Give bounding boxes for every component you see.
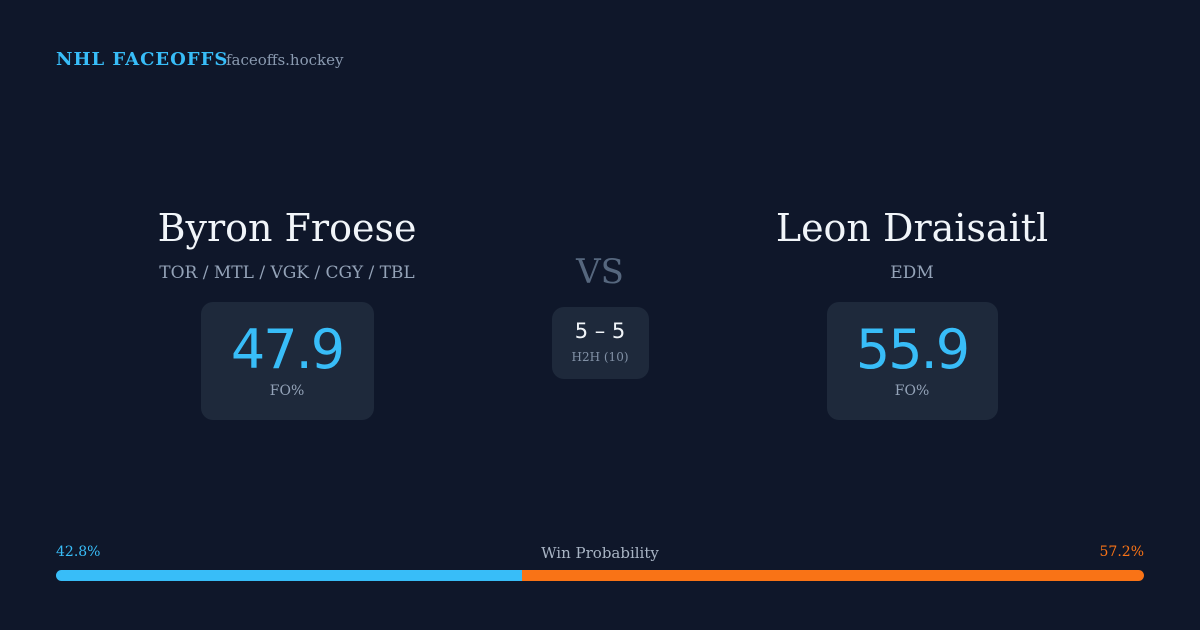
domain: faceoffs.hockey xyxy=(226,51,344,69)
brand: NHL FACEOFFS xyxy=(56,49,229,70)
stat-box xyxy=(827,302,998,420)
right-probability: 57.2% xyxy=(1099,544,1144,560)
left-bar xyxy=(56,570,522,581)
stat-box xyxy=(201,302,374,420)
player-name: Leon Draisaitl xyxy=(775,206,1049,250)
win-probability-title: Win Probability xyxy=(541,544,659,562)
h2h-score: 5 – 5 xyxy=(574,319,626,343)
fo-pct: 47.9 xyxy=(230,318,345,381)
player-name: Byron Froese xyxy=(157,206,417,250)
probability-bar xyxy=(56,570,1144,581)
right-bar xyxy=(521,570,1144,581)
left-probability: 42.8% xyxy=(56,544,101,560)
fo-pct: 55.9 xyxy=(855,318,970,381)
h2h-box xyxy=(552,307,649,379)
player-teams: TOR / MTL / VGK / CGY / TBL xyxy=(159,263,415,283)
player-teams: EDM xyxy=(890,263,934,283)
vs: VS xyxy=(576,252,624,292)
fo-label: FO% xyxy=(269,383,305,399)
fo-label: FO% xyxy=(894,383,930,399)
h2h-label: H2H (10) xyxy=(571,350,629,364)
